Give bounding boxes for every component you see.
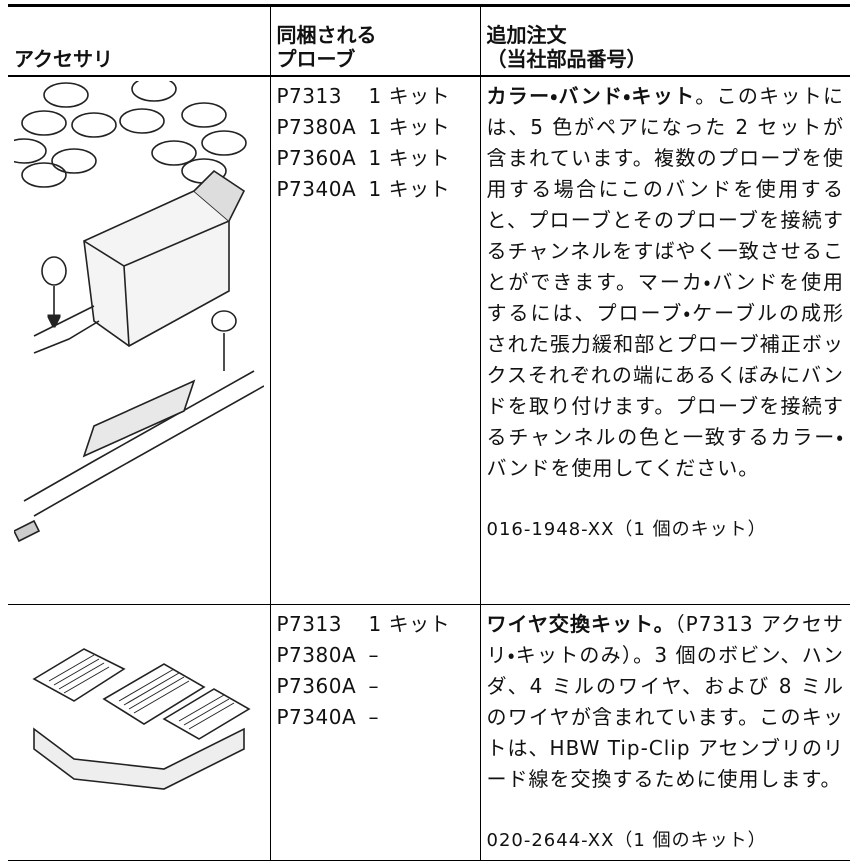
probe-model: P7380A [276,642,357,667]
probe-qty: – [368,642,379,667]
header-cell: アクセサリ [8,4,270,77]
header-text: 追加注文 [486,23,567,47]
header-text: アクセサリ [14,47,113,71]
probe-model: P7340A [276,177,357,201]
probe-line: P7313 1 キット [277,81,474,112]
header-row: アクセサリ 同梱される プローブ 追加注文 （当社部品番号） [8,4,850,77]
table-row: P7313 1 キット P7380A – P7360A – P7340A – ワイヤ交換キット… [8,604,850,861]
accessory-table: アクセサリ 同梱される プローブ 追加注文 （当社部品番号） [8,4,850,861]
probe-qty: 1 キット [368,177,451,201]
part-number: 016-1948-XX（1 個のキット） [486,519,767,540]
color-band-illustration [14,81,264,543]
probe-model: P7313 [276,611,342,636]
item-description: 。このキットには、5 色がペアになった 2 セットが含まれています。複数のプロー… [486,84,844,480]
header-cell: 追加注文 （当社部品番号） [479,4,850,77]
probe-line: P7313 1 キット [277,609,474,640]
probe-qty: 1 キット [368,146,451,170]
probe-model: P7380A [276,115,357,139]
description-cell: カラー・バンド・キット。このキットには、5 色がペアになった 2 セットが含まれ… [479,76,850,605]
image-cell [8,604,270,861]
probe-qty: – [368,704,379,729]
wire-kit-illustration [32,647,251,790]
item-description: （P7313 アクセサリ・キットのみ）。3 個のボビン、ハンダ、4 ミルのワイヤ… [486,611,845,791]
probe-model: P7313 [276,84,342,108]
header-text: プローブ [276,47,356,71]
probe-qty: 1 キット [368,84,451,108]
header-text: （当社部品番号） [486,47,647,71]
description-cell: ワイヤ交換キット。（P7313 アクセサリ・キットのみ）。3 個のボビン、ハンダ… [479,604,850,861]
table-row: P7313 1 キット P7380A 1 キット P7360A 1 キット P7340A 1 … [8,76,850,605]
header-cell: 同梱される プローブ [269,4,480,77]
probe-qty: 1 キット [368,611,451,636]
probe-line: P7340A 1 キット [277,174,474,205]
item-title: カラー・バンド・キット [486,84,696,108]
item-title: ワイヤ交換キット。 [486,611,675,636]
probe-qty: – [368,673,379,698]
probe-cell: P7313 1 キット P7380A 1 キット P7360A 1 キット P7340A 1 … [269,76,480,605]
probe-line: P7340A – [277,702,474,733]
probe-line: P7360A 1 キット [277,143,474,174]
probe-line: P7380A 1 キット [277,112,474,143]
probe-line: P7380A – [277,640,474,671]
probe-model: P7360A [276,673,357,698]
probe-line: P7360A – [277,671,474,702]
probe-cell: P7313 1 キット P7380A – P7360A – P7340A – [269,604,480,861]
part-number: 020-2644-XX（1 個のキット） [486,829,767,851]
image-cell [8,76,270,605]
probe-model: P7360A [276,146,357,170]
header-text: 同梱される [276,23,377,47]
probe-model: P7340A [276,704,357,729]
probe-qty: 1 キット [368,115,451,139]
